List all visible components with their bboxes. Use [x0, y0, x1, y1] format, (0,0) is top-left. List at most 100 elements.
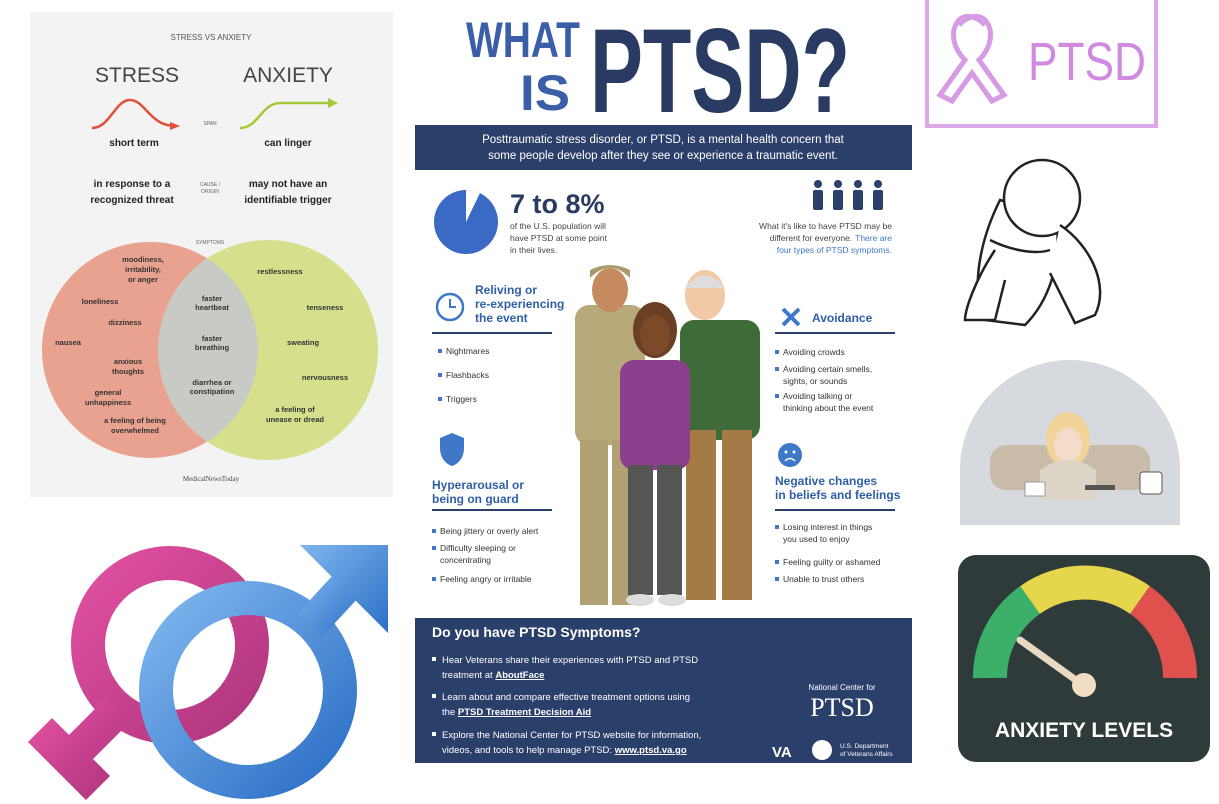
text: Posttraumatic stress disorder, or PTSD, … [482, 134, 845, 146]
text: 7 to 8% [510, 189, 605, 219]
text: thoughts [112, 367, 144, 376]
text: CAUSE / [200, 182, 221, 188]
text: concentrating [440, 555, 491, 565]
text: PTSD? [590, 4, 850, 138]
text: breathing [195, 343, 230, 352]
text: sweating [287, 338, 320, 347]
text: PTSD [1028, 32, 1146, 92]
text: U.S. Department [840, 743, 889, 750]
text: have PTSD at some point [510, 233, 607, 243]
text: you used to enjoy [783, 534, 850, 544]
text: in their lives. [510, 245, 557, 255]
text: of Veterans Affairs [840, 751, 893, 758]
bullet [432, 694, 436, 698]
text: the PTSD Treatment Decision Aid [442, 707, 591, 718]
text: WHAT [466, 12, 580, 68]
text: of the U.S. population will [510, 221, 606, 231]
text: Losing interest in things [783, 522, 872, 532]
text: unease or dread [266, 415, 324, 424]
text: constipation [190, 387, 235, 396]
text: Reliving or [475, 283, 537, 297]
sad-figure-illustration [965, 160, 1100, 325]
text: STRESS [95, 64, 179, 87]
text: diarrhea or [192, 378, 231, 387]
bullet [775, 394, 779, 398]
image-collage: STRESS VS ANXIETYSTRESSANXIETYSPANshort … [0, 0, 1219, 804]
text: Feeling guilty or ashamed [783, 557, 881, 567]
text: Avoiding certain smells, [783, 364, 872, 374]
text: treatment at AboutFace [442, 670, 544, 681]
seal [812, 740, 832, 760]
bullet [438, 373, 442, 377]
text: Unable to trust others [783, 574, 864, 584]
bullet [775, 350, 779, 354]
bullet [432, 529, 436, 533]
text: Explore the National Center for PTSD web… [442, 730, 701, 741]
text: can linger [264, 138, 311, 149]
link: AboutFace [495, 670, 544, 681]
text: being on guard [432, 492, 519, 506]
stress-anxiety-panel [30, 12, 393, 497]
bullet [432, 546, 436, 550]
text: nausea [55, 338, 82, 347]
text: National Center for [808, 683, 875, 692]
text: thinking about the event [783, 403, 874, 413]
text: There are [855, 233, 892, 243]
bullet [432, 732, 436, 736]
gender-symbols [40, 545, 388, 788]
text: may not have an [249, 179, 327, 190]
text: Hyperarousal or [432, 478, 524, 492]
text: a feeling of [275, 405, 315, 414]
text: SPAN [203, 121, 217, 127]
text: videos, and tools to help manage PTSD: [442, 745, 615, 756]
text: Negative changes [775, 474, 877, 488]
text: Triggers [446, 394, 477, 404]
text: four types of PTSD symptoms. [777, 245, 892, 255]
text: videos, and tools to help manage PTSD: w… [442, 745, 687, 756]
bullet [775, 367, 779, 371]
text: ANXIETY LEVELS [995, 719, 1173, 742]
text: nervousness [302, 373, 348, 382]
text: dizziness [108, 318, 141, 327]
text: SYMPTOMS [196, 240, 225, 246]
text: Feeling angry or irritable [440, 574, 532, 584]
bullet [432, 577, 436, 581]
text: anxious [114, 357, 142, 366]
text: ORIGIN [201, 189, 219, 195]
text: PTSD [810, 693, 874, 722]
text: Flashbacks [446, 370, 489, 380]
text: MedicalNewsToday [183, 475, 240, 483]
text: STRESS VS ANXIETY [171, 33, 253, 42]
text: different for everyone. [770, 233, 853, 243]
text: ANXIETY [243, 64, 333, 87]
bullet [775, 577, 779, 581]
link: PTSD Treatment Decision Aid [458, 707, 591, 718]
text: in beliefs and feelings [775, 488, 901, 502]
text: the event [475, 311, 528, 325]
text: recognized threat [90, 195, 174, 206]
anxious-woman-illustration [960, 360, 1180, 525]
text: moodiness, [122, 255, 164, 264]
text: Nightmares [446, 346, 489, 356]
text: faster [202, 334, 223, 343]
text: general [95, 388, 122, 397]
text: re-experiencing [475, 297, 564, 311]
bullet [775, 525, 779, 529]
text: Do you have PTSD Symptoms? [432, 624, 640, 640]
text: VA [772, 744, 792, 761]
text: Hear Veterans share their experiences wi… [442, 655, 698, 666]
bullet [775, 560, 779, 564]
text: identifiable trigger [244, 195, 331, 206]
text: Learn about and compare effective treatm… [442, 692, 690, 703]
text: sights, or sounds [783, 376, 847, 386]
text: Avoidance [812, 311, 873, 325]
text: faster [202, 294, 223, 303]
text: What it's like to have PTSD may be [759, 221, 892, 231]
text: heartbeat [195, 303, 229, 312]
text: Avoiding crowds [783, 347, 845, 357]
text: a feeling of being [104, 416, 166, 425]
text: Explore the National Center for PTSD web… [442, 730, 701, 741]
bullet [438, 397, 442, 401]
text: overwhelmed [111, 426, 159, 435]
text: in response to a [94, 179, 171, 190]
